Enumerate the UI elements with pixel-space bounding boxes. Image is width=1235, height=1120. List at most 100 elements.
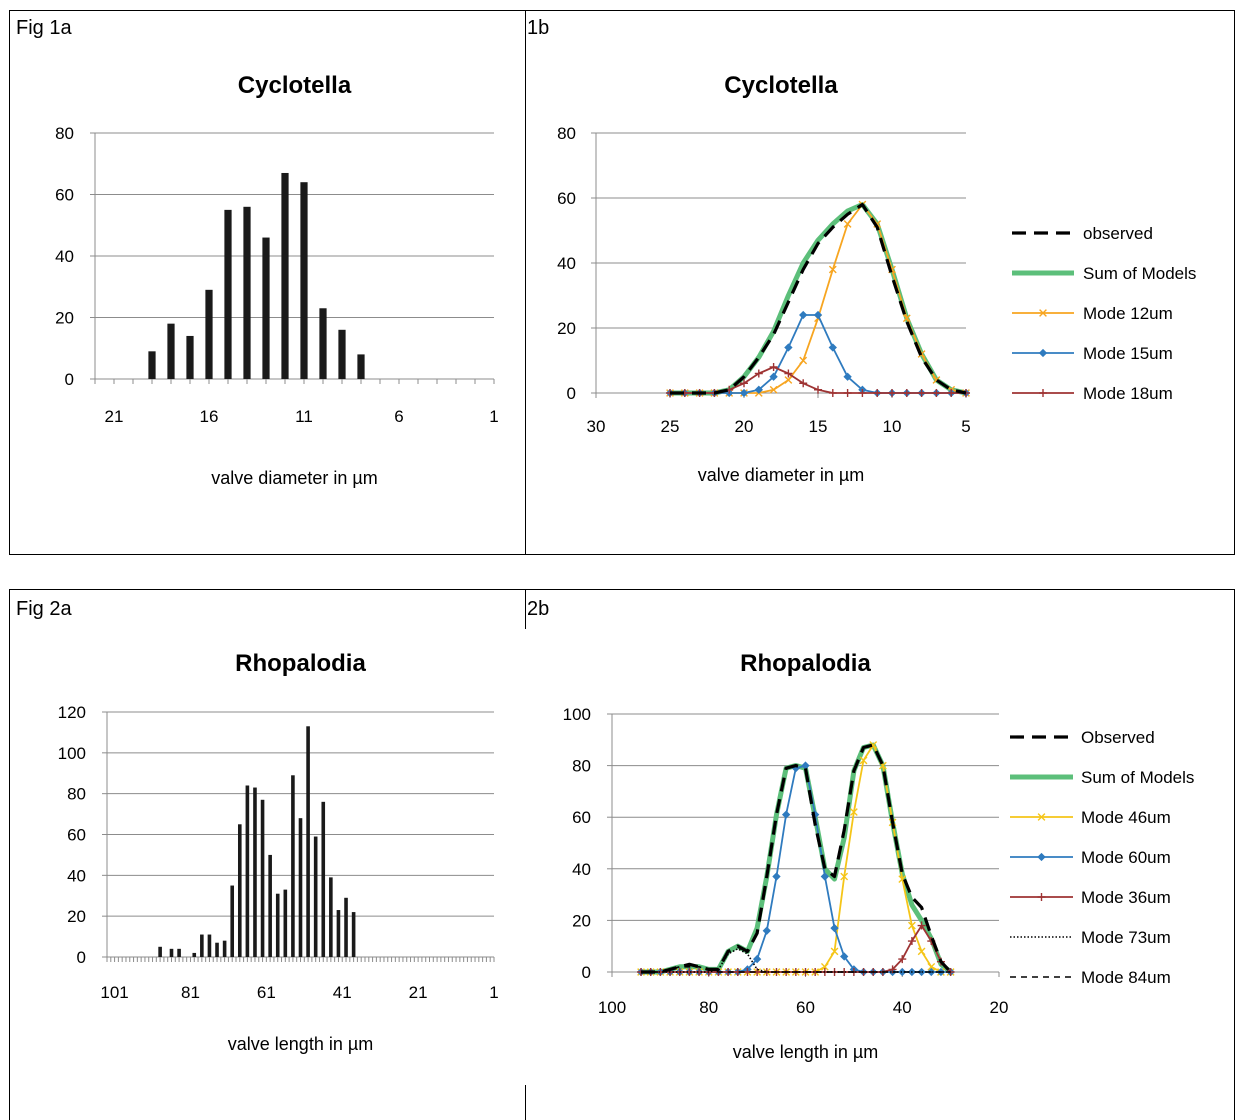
series-point: [902, 314, 911, 323]
y-tick-label: 40: [55, 247, 74, 266]
bar: [200, 934, 204, 957]
series-line: [640, 744, 952, 973]
y-tick-label: 40: [557, 254, 576, 273]
legend-label: Observed: [1081, 728, 1155, 747]
series-point: [820, 962, 829, 971]
bar: [148, 351, 156, 379]
legend-marker: [1039, 389, 1047, 397]
y-tick-label: 40: [67, 866, 86, 885]
legend-marker: [1037, 893, 1046, 901]
x-tick-label: 41: [333, 983, 352, 1002]
series-point: [830, 923, 839, 933]
x-tick-label: 5: [961, 417, 970, 436]
series-point: [859, 756, 868, 765]
bar: [207, 934, 212, 957]
series-point: [908, 921, 916, 930]
series-point: [799, 310, 808, 320]
bar: [237, 824, 242, 957]
series-point: [799, 379, 808, 388]
figure-2-divider-bottom: [525, 1085, 526, 1120]
series-point: [917, 921, 926, 930]
bar: [336, 910, 341, 957]
series-point: [898, 967, 907, 977]
series-point: [769, 372, 778, 381]
series-point: [843, 372, 852, 381]
series-point: [754, 385, 763, 394]
bar: [283, 889, 288, 957]
legend-label: Mode 15um: [1083, 344, 1173, 363]
legend-marker: [1038, 348, 1048, 358]
figure-1-divider: [525, 10, 526, 555]
series-point: [739, 388, 749, 398]
bar: [177, 948, 181, 957]
bar: [275, 893, 280, 957]
bar: [260, 799, 265, 957]
y-tick-label: 0: [65, 370, 74, 389]
legend-marker: [1039, 309, 1047, 317]
series-point: [769, 363, 778, 371]
bar: [291, 775, 295, 957]
series-line: [670, 202, 967, 395]
chart-title: Rhopalodia: [235, 650, 366, 677]
chart-fig1a: Cyclotella 0 20 40 60 80 21 16 11 6 1 valve diamete…: [55, 72, 499, 488]
series-point: [917, 389, 926, 397]
series-point: [754, 369, 763, 378]
series-mode-12um: [666, 200, 970, 397]
x-tick-label: 81: [181, 983, 200, 1002]
legend-label: Sum of Models: [1083, 264, 1196, 283]
series-point: [769, 385, 778, 394]
chart-title: Rhopalodia: [740, 650, 871, 677]
y-tick-label: 60: [572, 808, 591, 827]
bar: [357, 354, 365, 379]
panel-label-fig1a: Fig 1a: [16, 17, 72, 39]
series-point: [813, 310, 823, 320]
y-tick-label: 20: [572, 911, 591, 930]
series-point: [781, 810, 791, 819]
x-axis-label: valve length in µm: [228, 1034, 373, 1054]
y-tick-label: 20: [67, 907, 86, 926]
x-tick-label: 6: [394, 407, 403, 426]
bar: [306, 726, 310, 957]
series-point: [828, 343, 837, 352]
series-line: [641, 743, 952, 974]
bar: [319, 308, 327, 379]
bar: [268, 854, 272, 957]
series-point: [858, 389, 867, 397]
legend-marker: [1037, 852, 1046, 862]
x-tick-label: 20: [735, 417, 754, 436]
series-mode-46um: [637, 741, 955, 976]
y-tick-label: 20: [557, 319, 576, 338]
legend-label: Mode 73um: [1081, 928, 1171, 947]
x-tick-label: 101: [100, 983, 128, 1002]
series-point: [902, 389, 911, 397]
series-point: [840, 952, 849, 961]
legend-label: observed: [1083, 224, 1153, 243]
bar: [281, 172, 289, 379]
panel-label-fig2a: Fig 2a: [16, 598, 72, 620]
y-tick-label: 60: [55, 186, 74, 205]
bar: [245, 785, 250, 957]
bar: [329, 877, 333, 957]
x-axis-label: valve length in µm: [733, 1042, 878, 1062]
y-tick-label: 0: [582, 963, 591, 982]
x-tick-label: 40: [893, 998, 912, 1017]
y-tick-label: 0: [567, 384, 576, 403]
series-point: [799, 356, 808, 365]
series-observed: [670, 202, 967, 395]
panel-label-fig1b: 1b: [527, 17, 550, 39]
bar: [169, 948, 174, 957]
x-tick-label: 60: [796, 998, 815, 1017]
series-point: [772, 872, 781, 881]
x-tick-label: 21: [105, 407, 124, 426]
x-tick-label: 21: [409, 983, 428, 1002]
bar: [205, 289, 213, 379]
x-tick-label: 61: [257, 983, 276, 1002]
bar: [243, 206, 251, 379]
series-point: [784, 343, 793, 352]
bar: [158, 946, 162, 957]
legend: Observed Sum of Models Mode 46um Mode 60um M…: [1010, 728, 1194, 987]
x-tick-label: 11: [295, 407, 313, 426]
y-tick-label: 60: [67, 826, 86, 845]
y-tick-label: 80: [55, 124, 74, 143]
